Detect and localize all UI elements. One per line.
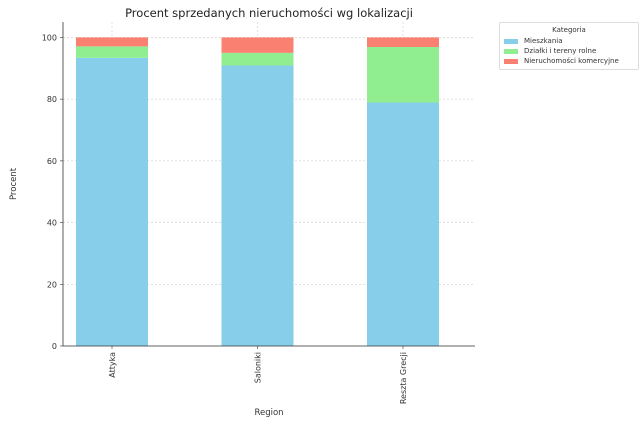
x-tick-label: Saloniki <box>254 352 263 383</box>
legend-label: Mieszkania <box>524 37 563 45</box>
legend-label: Działki i tereny rolne <box>524 47 597 55</box>
y-tick-label: 100 <box>42 33 57 42</box>
legend-item: Mieszkania <box>504 36 634 46</box>
bar-Działki i tereny rolne <box>367 46 439 103</box>
legend-swatch <box>504 38 518 44</box>
y-tick-label: 20 <box>47 280 57 289</box>
legend-title: Kategoria <box>552 26 586 34</box>
bar-Mieszkania <box>367 102 439 346</box>
legend-label: Nieruchomości komercyjne <box>524 57 619 65</box>
y-tick-label: 0 <box>52 342 57 351</box>
legend-swatch <box>504 58 518 64</box>
chart-title: Procent sprzedanych nieruchomości wg lok… <box>125 6 413 20</box>
bar-Nieruchomości komercyjne <box>221 37 294 53</box>
y-tick-label: 40 <box>47 219 57 228</box>
bar-Nieruchomości komercyjne <box>76 37 148 47</box>
x-tick-label: Reszta Grecji <box>399 352 408 404</box>
legend-item: Nieruchomości komercyjne <box>504 56 634 66</box>
y-tick-label: 60 <box>47 157 57 166</box>
bar-Nieruchomości komercyjne <box>367 37 439 47</box>
y-axis-label: Procent <box>9 167 19 200</box>
x-axis-label: Region <box>254 408 283 418</box>
legend: Kategoria Mieszkania Działki i tereny rol… <box>499 22 639 70</box>
bar-Mieszkania <box>221 65 294 346</box>
legend-item: Działki i tereny rolne <box>504 46 634 56</box>
bar-Działki i tereny rolne <box>221 52 294 66</box>
y-tick-label: 80 <box>47 95 57 104</box>
legend-swatch <box>504 48 518 54</box>
x-tick-label: Attyka <box>108 352 117 378</box>
bar-Działki i tereny rolne <box>76 46 148 58</box>
bar-Mieszkania <box>76 57 148 347</box>
